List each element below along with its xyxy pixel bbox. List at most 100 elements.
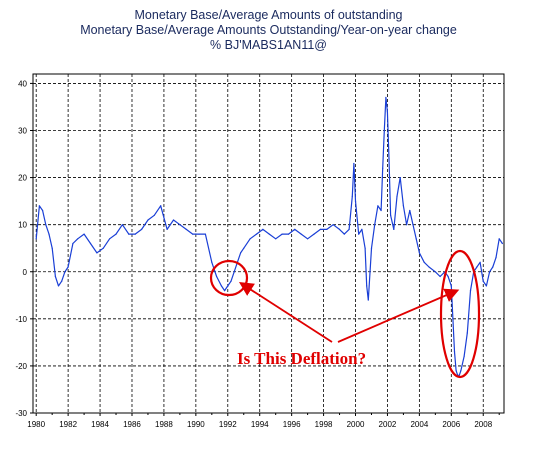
data-point [121,224,123,226]
x-tick-label: 1992 [219,420,237,429]
data-point [160,205,162,207]
data-point [204,233,206,235]
data-point [428,266,430,268]
data-point [220,285,222,287]
data-point [482,280,484,282]
data-point [54,275,57,278]
data-point [409,209,411,212]
data-point [262,228,264,230]
data-point [453,351,456,353]
y-tick-label: -20 [15,362,27,371]
data-point [72,242,74,245]
data-point [224,290,226,292]
data-point [67,266,69,268]
data-point [45,224,47,226]
chart-title-line-2: Monetary Base/Average Amounts Outstandin… [80,23,457,37]
x-tick-label: 1980 [27,420,45,429]
data-point [358,233,360,235]
y-tick-label: -10 [15,315,27,324]
data-point [211,261,213,263]
data-point [332,224,334,226]
x-tick-label: 1982 [59,420,77,429]
axes [30,73,505,416]
data-point [287,233,290,235]
data-point [48,233,50,235]
y-tick-label: 40 [18,79,27,88]
data-point [172,219,175,221]
data-point [128,233,130,235]
data-point [386,111,388,113]
data-point [479,261,481,263]
data-point [307,238,309,240]
data-point [495,257,497,259]
data-point [115,233,117,235]
data-point [382,167,384,169]
data-point [370,247,373,249]
data-point [489,271,491,273]
data-point [418,252,420,254]
data-point [77,238,79,240]
data-point [153,214,155,216]
data-point [57,285,60,287]
data-point [185,228,187,230]
data-point [447,275,449,278]
data-point [439,275,441,278]
data-point [460,370,462,372]
data-point [377,205,379,207]
data-point [51,247,53,249]
y-tick-label: -30 [15,409,27,418]
data-point [476,266,478,268]
data-point [64,271,66,273]
y-tick-label: 30 [18,127,27,136]
annotation-arrow-left [238,282,333,343]
data-point [466,332,468,334]
data-point [255,233,258,235]
data-point [233,271,235,273]
data-point [294,228,296,230]
x-tick-label: 1988 [155,420,173,429]
annotation-arrow-right [337,288,460,343]
x-tick-label: 2000 [347,420,365,429]
data-point [388,158,390,160]
data-point [458,374,460,376]
data-point [390,214,392,216]
data-point [249,238,251,240]
data-point [179,224,181,226]
series-layer [35,96,503,376]
data-point [361,228,363,230]
chart-title-line-1: Monetary Base/Average Amounts of outstan… [134,8,403,22]
data-point [366,285,368,287]
data-point [61,280,63,282]
data-point [434,271,436,273]
data-point [402,205,404,207]
data-point [348,228,350,230]
x-tick-label: 2008 [474,420,492,429]
annotation-layer: Is This Deflation? [209,249,481,379]
data-point [35,238,37,240]
x-tick-label: 1986 [123,420,141,429]
data-point [243,247,245,249]
x-tick-label: 1984 [91,420,109,429]
data-point [406,224,408,226]
data-point [423,261,425,263]
data-point [399,177,401,179]
data-point [338,228,341,230]
data-point [469,290,472,292]
data-point [463,355,465,358]
data-point [300,233,302,235]
data-point [380,209,382,212]
series-line [35,96,503,376]
x-tick-label: 1998 [315,420,333,429]
data-point [343,233,345,235]
data-point [498,238,500,240]
data-point [147,219,149,221]
x-tick-label: 2002 [379,420,397,429]
y-tick-label: 20 [18,174,27,183]
data-point [485,285,487,287]
x-tick-label: 1994 [251,420,269,429]
x-tick-label: 1990 [187,420,205,429]
data-point [89,242,92,245]
data-point [281,233,283,235]
data-point [455,370,457,372]
plot-frame [32,73,505,414]
